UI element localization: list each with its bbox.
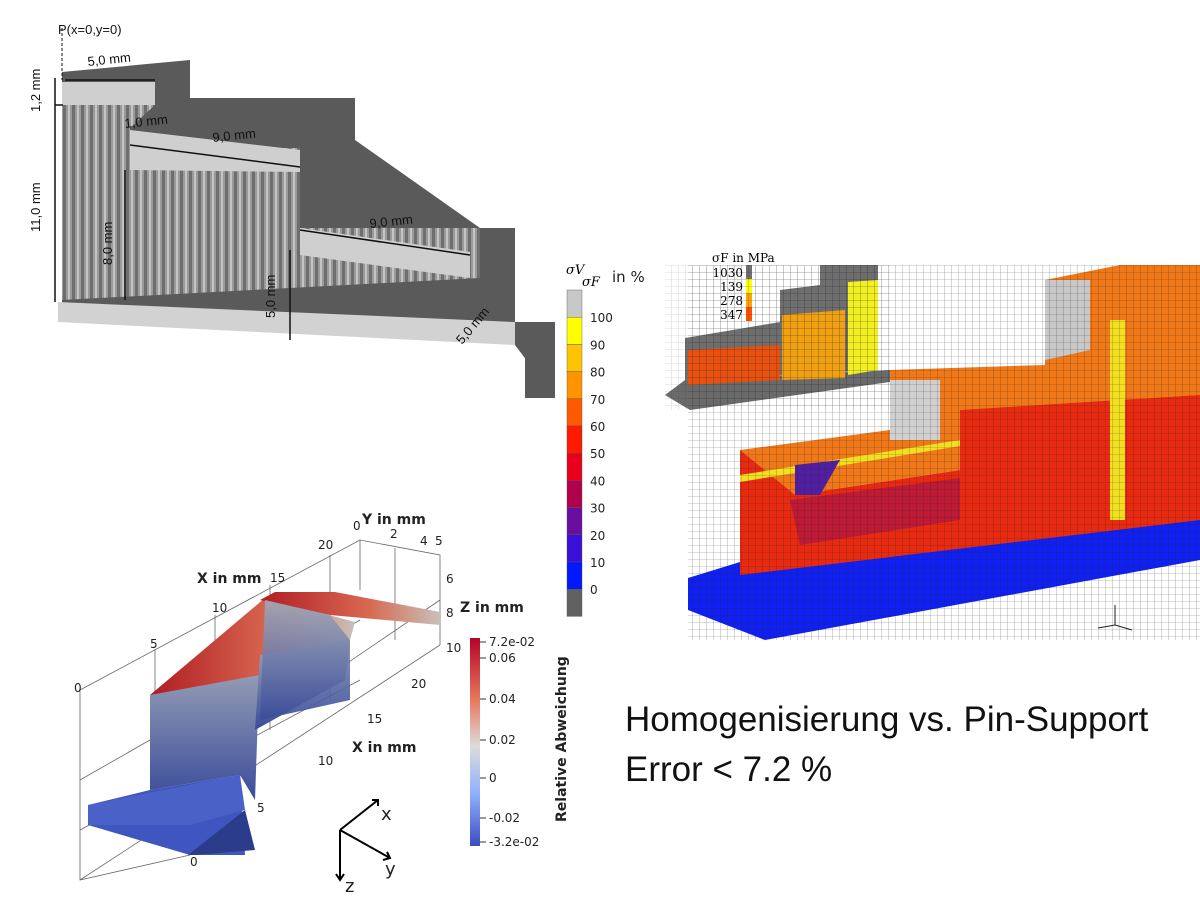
colorbar-title-num: σV <box>566 263 586 278</box>
headline-error: Error < 7.2 % <box>625 750 833 789</box>
colorbar-tick: 0 <box>489 771 497 785</box>
cad-model: P(x=0,y=0) 5,0 mm 1,2 mm 11,0 mm 1,0 mm … <box>28 22 555 398</box>
colorbar-title: Relative Abweichung <box>554 656 570 822</box>
tick-label: 15 <box>270 571 285 585</box>
axis-triad-icon <box>1097 605 1133 631</box>
dim-label: 5,0 mm <box>263 275 278 318</box>
triad-x-label: x <box>381 804 392 825</box>
deviation-plot: Y in mm 0 2 4 5 X in mm 0 5 10 15 20 Z i… <box>74 512 570 897</box>
point-label: P(x=0,y=0) <box>58 22 122 37</box>
tick-label: 2 <box>390 527 398 541</box>
tick-label: 0 <box>190 855 198 869</box>
colorbar-band <box>566 425 583 454</box>
triad-y-label: y <box>385 859 396 880</box>
x-axis-label-top: X in mm <box>197 571 261 587</box>
dim-label: 8,0 mm <box>100 222 115 265</box>
colorbar-tick: -3.2e-02 <box>489 835 539 849</box>
tick-label: 10 <box>446 641 461 655</box>
colorbar-band <box>566 534 583 563</box>
colorbar-band <box>566 480 583 508</box>
colorbar-tick: 100 <box>590 311 613 325</box>
colorbar-band <box>566 453 583 481</box>
tick-label: 15 <box>367 712 382 726</box>
colorbar-band <box>566 344 583 372</box>
dim-label: 9,0 mm <box>212 126 257 145</box>
triad-z-label: z <box>345 876 354 897</box>
tick-label: 5 <box>150 637 158 651</box>
xyz-triad-icon <box>335 799 392 882</box>
dim-label: 5,0 mm <box>87 50 132 69</box>
colorbar-tick: 0.06 <box>489 651 516 665</box>
dim-label: 1,2 mm <box>28 69 43 112</box>
tick-label: 5 <box>257 801 265 815</box>
colorbar-band <box>566 317 583 345</box>
tick-label: 0 <box>74 681 82 695</box>
colorbar-band <box>566 507 583 536</box>
colorbar-tick: 70 <box>590 393 605 407</box>
dim-label: 9,0 mm <box>369 212 414 231</box>
tick-label: 0 <box>353 519 361 533</box>
yield-legend-title: σF in MPa <box>712 251 775 265</box>
colorbar-tick: 20 <box>590 529 605 543</box>
colorbar-tick: 60 <box>590 420 605 434</box>
colorbar-tick: 80 <box>590 366 605 380</box>
colorbar-tick: 90 <box>590 338 605 352</box>
dim-label: 11,0 mm <box>28 182 43 232</box>
colorbar-title-den: σF <box>582 275 601 290</box>
tick-label: 20 <box>411 677 426 691</box>
x-axis-label-bottom: X in mm <box>352 740 416 756</box>
fe-stress-model <box>688 265 1200 640</box>
colorbar-band <box>566 561 583 590</box>
colorbar-band <box>566 398 583 427</box>
colorbar-tick: 50 <box>590 447 605 461</box>
colorbar-tick: 7.2e-02 <box>489 635 535 649</box>
colorbar-band <box>566 371 583 400</box>
headline-comparison: Homogenisierung vs. Pin-Support <box>625 700 1149 739</box>
tick-label: 8 <box>446 606 454 620</box>
tick-label: 10 <box>212 601 227 615</box>
tick-label: 5 <box>435 534 443 548</box>
tick-label: 10 <box>318 754 333 768</box>
tick-label: 6 <box>446 572 454 586</box>
colorbar-tick: 0.04 <box>489 692 516 706</box>
colorbar-title-unit: in % <box>612 268 645 286</box>
tick-label: 4 <box>420 534 428 548</box>
colorbar-tick: -0.02 <box>489 811 520 825</box>
z-axis-label: Z in mm <box>460 600 524 616</box>
colorbar-tick: 30 <box>590 502 605 516</box>
colorbar-tick: 40 <box>590 474 605 488</box>
tick-label: 20 <box>318 538 333 552</box>
colorbar-tick: 0.02 <box>489 733 516 747</box>
y-axis-label: Y in mm <box>361 512 426 528</box>
deviation-colorbar <box>470 638 480 846</box>
colorbar-tick: 10 <box>590 556 605 570</box>
colorbar-band <box>566 589 583 617</box>
colorbar-tick: 0 <box>590 583 598 597</box>
dim-label: 1,0 mm <box>124 112 169 131</box>
colorbar-band <box>566 289 583 318</box>
